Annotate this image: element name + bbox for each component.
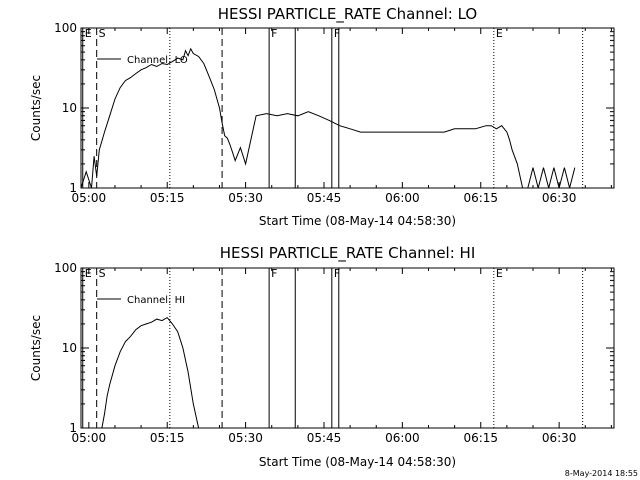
chart-title: HESSI PARTICLE_RATE Channel: HI bbox=[220, 244, 476, 263]
event-marker-label: E bbox=[85, 27, 92, 40]
x-tick-label: 05:15 bbox=[150, 431, 185, 445]
series-line bbox=[101, 316, 200, 429]
event-marker-label: F bbox=[334, 267, 340, 280]
y-tick-label: 1 bbox=[69, 421, 77, 435]
y-tick-label: 10 bbox=[62, 341, 77, 355]
plot-frame bbox=[80, 267, 615, 429]
series-line bbox=[80, 47, 576, 189]
x-tick-label: 06:30 bbox=[542, 191, 577, 205]
x-tick-label: 05:45 bbox=[307, 431, 342, 445]
x-tick-label: 05:30 bbox=[228, 191, 263, 205]
x-tick-label: 05:30 bbox=[228, 431, 263, 445]
event-marker-label: F bbox=[271, 267, 277, 280]
y-tick-label: 10 bbox=[62, 101, 77, 115]
y-axis-label: Counts/sec bbox=[29, 75, 43, 141]
x-tick-label: 06:15 bbox=[463, 191, 498, 205]
y-tick-label: 1 bbox=[69, 181, 77, 195]
x-tick-label: 05:15 bbox=[150, 191, 185, 205]
event-marker-label: S bbox=[99, 267, 106, 280]
footer-timestamp: 8-May-2014 18:55 bbox=[565, 469, 638, 478]
x-tick-label: 06:30 bbox=[542, 431, 577, 445]
event-marker-label: F bbox=[271, 27, 277, 40]
legend-entry: Channel: LO bbox=[127, 55, 188, 66]
x-axis-label: Start Time (08-May-14 04:58:30) bbox=[259, 214, 456, 228]
event-marker-label: E bbox=[85, 267, 92, 280]
x-tick-label: 05:45 bbox=[307, 191, 342, 205]
x-tick-label: 06:15 bbox=[463, 431, 498, 445]
y-tick-label: 100 bbox=[54, 261, 77, 275]
x-tick-label: 05:00 bbox=[72, 191, 107, 205]
chart-title: HESSI PARTICLE_RATE Channel: LO bbox=[218, 5, 477, 24]
x-tick-label: 06:00 bbox=[385, 431, 420, 445]
x-tick-label: 05:00 bbox=[72, 431, 107, 445]
event-marker-label: S bbox=[99, 27, 106, 40]
x-axis-label: Start Time (08-May-14 04:58:30) bbox=[259, 455, 456, 469]
panel-hi: HESSI PARTICLE_RATE Channel: HIE S F F E05:0… bbox=[29, 244, 615, 469]
event-marker-label: F bbox=[334, 27, 340, 40]
event-marker-label: E bbox=[496, 27, 503, 40]
event-marker-label: E bbox=[496, 267, 503, 280]
legend-entry: Channel: HI bbox=[127, 295, 185, 306]
y-tick-label: 100 bbox=[54, 21, 77, 35]
y-axis-label: Counts/sec bbox=[29, 315, 43, 381]
panel-lo: HESSI PARTICLE_RATE Channel: LOE S F F E05:0… bbox=[29, 5, 615, 228]
x-tick-label: 06:00 bbox=[385, 191, 420, 205]
plot-frame bbox=[80, 27, 615, 189]
